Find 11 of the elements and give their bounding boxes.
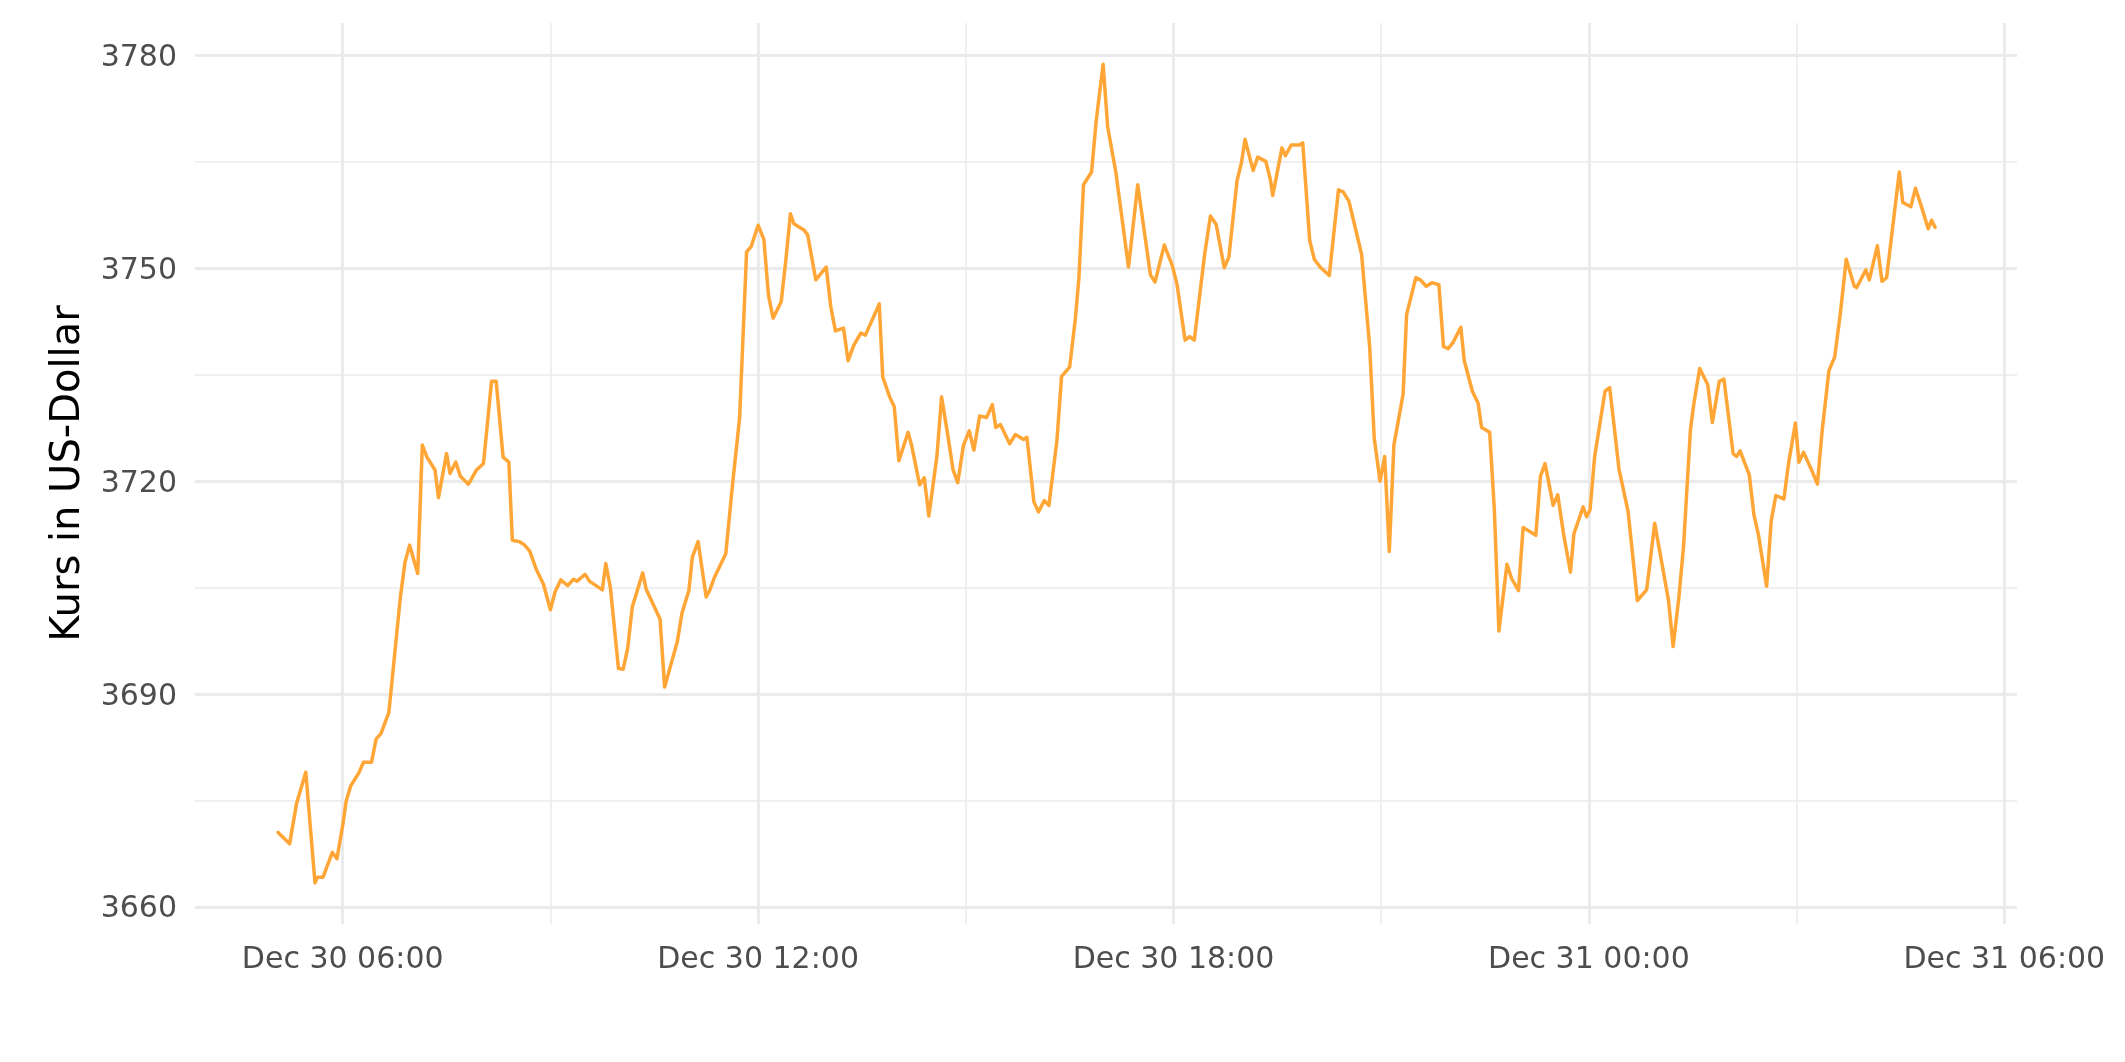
x-tick-label: Dec 31 06:00 <box>1903 939 2106 975</box>
x-tick-label: Dec 30 18:00 <box>1072 939 1275 975</box>
y-tick-label: 3720 <box>100 463 177 499</box>
y-tick-label: 3750 <box>100 250 177 286</box>
y-tick-label: 3780 <box>100 38 177 74</box>
x-tick-label: Dec 31 00:00 <box>1488 939 1690 975</box>
x-tick-label: Dec 30 06:00 <box>241 939 444 975</box>
x-tick-label: Dec 30 12:00 <box>657 939 859 975</box>
y-axis-title: Kurs in US-Dollar <box>42 304 88 642</box>
y-tick-label: 3660 <box>100 889 177 925</box>
y-tick-label: 3690 <box>100 676 177 712</box>
